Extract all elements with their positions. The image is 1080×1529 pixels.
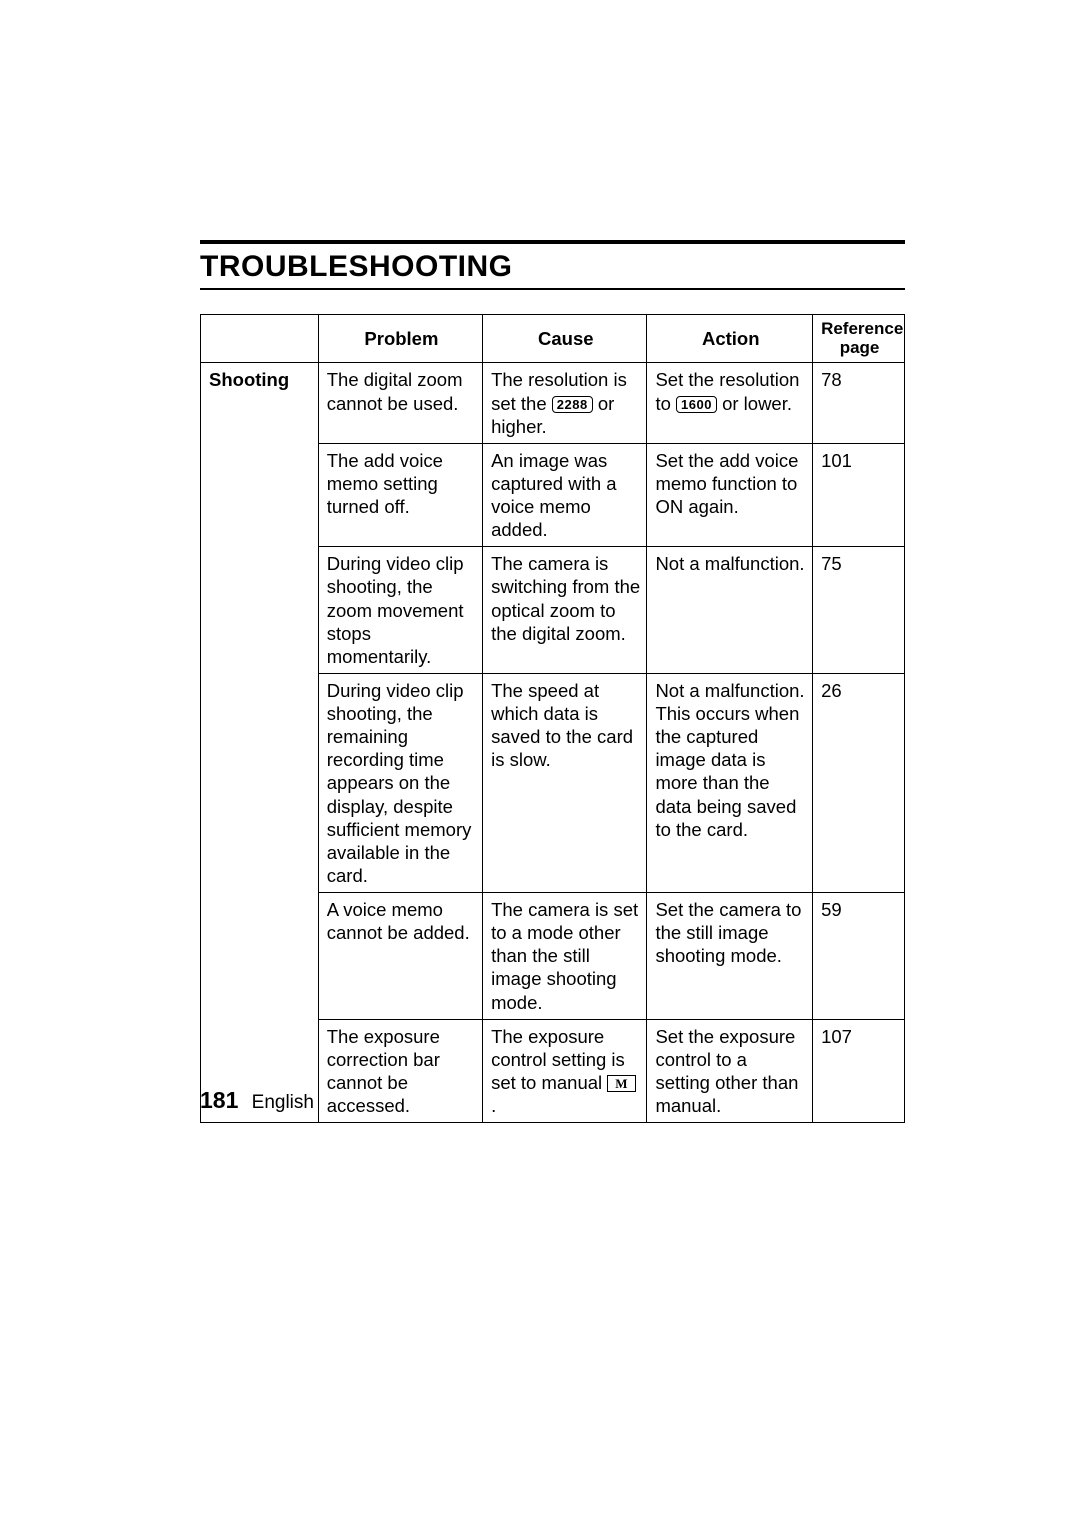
cell-problem: The digital zoom cannot be used. [318,363,482,443]
mode-chip-manual: M [607,1075,635,1092]
cell-cause: The speed at which data is saved to the … [483,673,647,892]
cell-reference: 59 [813,893,905,1020]
page-number: 181 [200,1087,238,1113]
page-footer: 181 English [200,1087,314,1114]
col-reference: Reference page [813,315,905,363]
col-category [201,315,319,363]
language-label: English [252,1092,314,1113]
cell-cause: An image was captured with a voice memo … [483,443,647,547]
cell-action: Set the resolution to 1600 or lower. [647,363,813,443]
top-rule [200,240,905,244]
cell-problem: The add voice memo setting turned off. [318,443,482,547]
resolution-chip-2288: 2288 [552,396,593,413]
col-problem: Problem [318,315,482,363]
title-underline [200,288,905,290]
cell-cause: The resolution is set the 2288 or higher… [483,363,647,443]
cell-cause: The exposure control setting is set to m… [483,1019,647,1123]
category-cell: Shooting [201,363,319,1123]
cell-reference: 26 [813,673,905,892]
cell-reference: 78 [813,363,905,443]
cell-reference: 75 [813,547,905,674]
cell-action: Not a malfunction. [647,547,813,674]
troubleshooting-table: Problem Cause Action Reference page Shoo… [200,314,905,1123]
cell-cause: The camera is set to a mode other than t… [483,893,647,1020]
cell-problem: During video clip shooting, the remainin… [318,673,482,892]
cell-action: Set the camera to the still image shooti… [647,893,813,1020]
col-cause: Cause [483,315,647,363]
cell-cause: The camera is switching from the optical… [483,547,647,674]
col-action: Action [647,315,813,363]
table-header-row: Problem Cause Action Reference page [201,315,905,363]
cell-action: Set the add voice memo function to ON ag… [647,443,813,547]
cell-reference: 101 [813,443,905,547]
cell-reference: 107 [813,1019,905,1123]
cell-problem: The exposure correction bar cannot be ac… [318,1019,482,1123]
cell-problem: A voice memo cannot be added. [318,893,482,1020]
table-row: Shooting The digital zoom cannot be used… [201,363,905,443]
cell-action: Not a malfunction. This occurs when the … [647,673,813,892]
resolution-chip-1600: 1600 [676,396,717,413]
cell-problem: During video clip shooting, the zoom mov… [318,547,482,674]
page-title: TROUBLESHOOTING [200,250,905,284]
cell-action: Set the exposure control to a setting ot… [647,1019,813,1123]
